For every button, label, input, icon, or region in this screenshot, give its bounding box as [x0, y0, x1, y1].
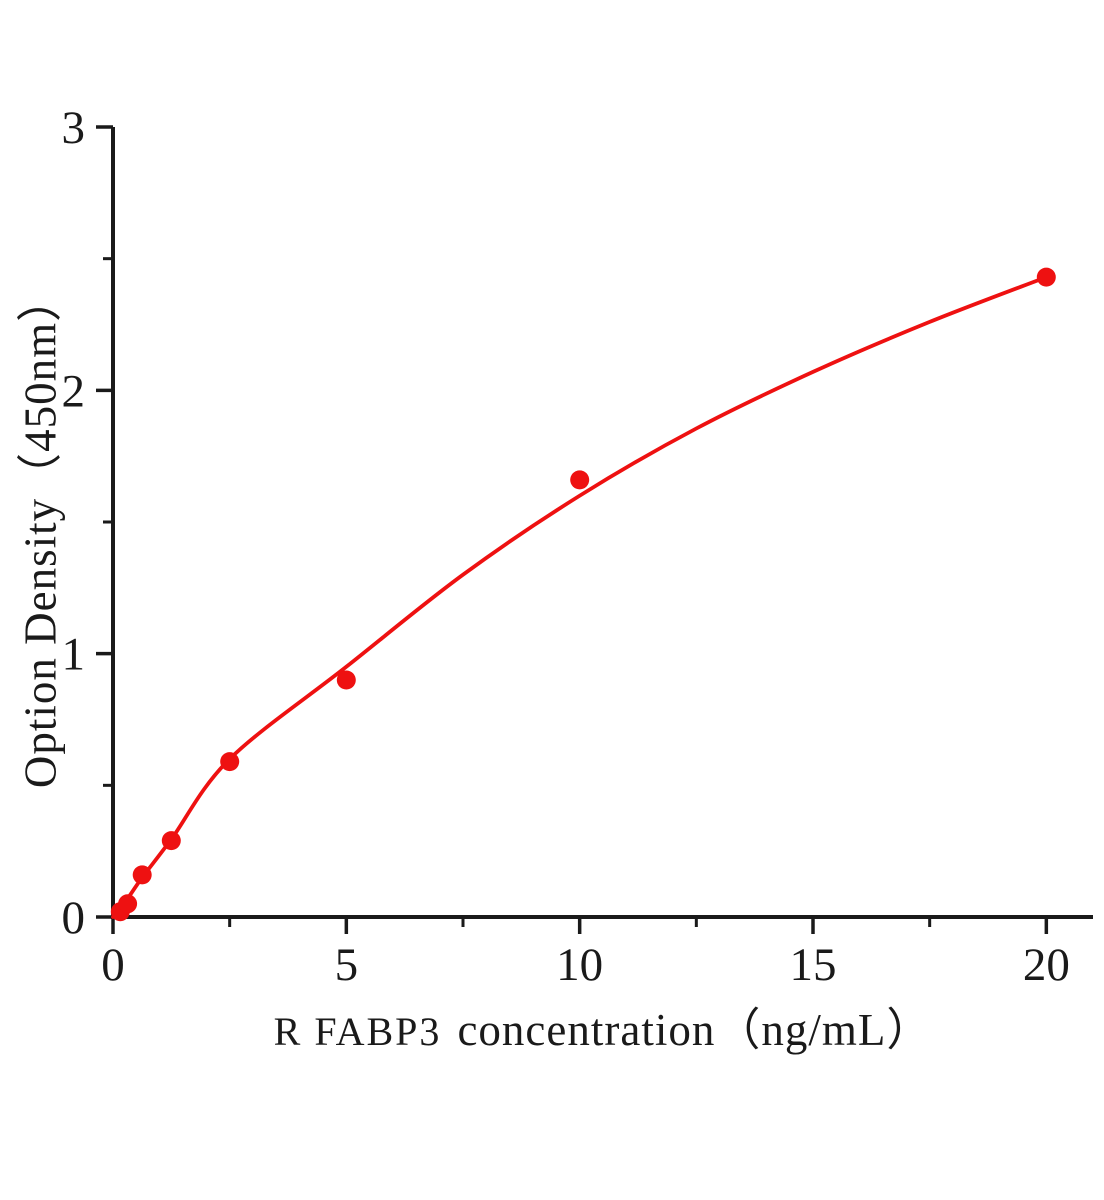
x-axis-title-prefix: R FABP3 — [273, 1009, 442, 1054]
data-point — [220, 752, 240, 772]
data-point — [1036, 267, 1056, 287]
x-tick-label: 5 — [335, 939, 359, 991]
data-point — [570, 470, 590, 490]
y-tick-label: 2 — [62, 365, 86, 417]
y-tick-label: 3 — [62, 102, 86, 154]
data-point — [336, 670, 356, 690]
data-point — [132, 865, 152, 885]
x-axis-title-main: concentration（ng/mL） — [457, 1005, 933, 1055]
data-point — [118, 894, 138, 914]
x-tick-label: 15 — [790, 939, 837, 991]
x-tick-label: 0 — [101, 939, 125, 991]
axes-lines — [111, 127, 1093, 919]
y-tick-label: 0 — [62, 892, 86, 944]
x-tick-label: 10 — [556, 939, 603, 991]
y-axis-title-text: Option Density（450nm） — [15, 275, 66, 789]
y-tick-label: 1 — [62, 629, 86, 681]
x-axis-title: R FABP3 concentration（ng/mL） — [113, 993, 1093, 1058]
y-axis-title: Option Density（450nm） — [4, 276, 69, 788]
fit-curve — [111, 275, 1049, 919]
data-point — [161, 831, 181, 851]
x-tick-label: 20 — [1023, 939, 1070, 991]
